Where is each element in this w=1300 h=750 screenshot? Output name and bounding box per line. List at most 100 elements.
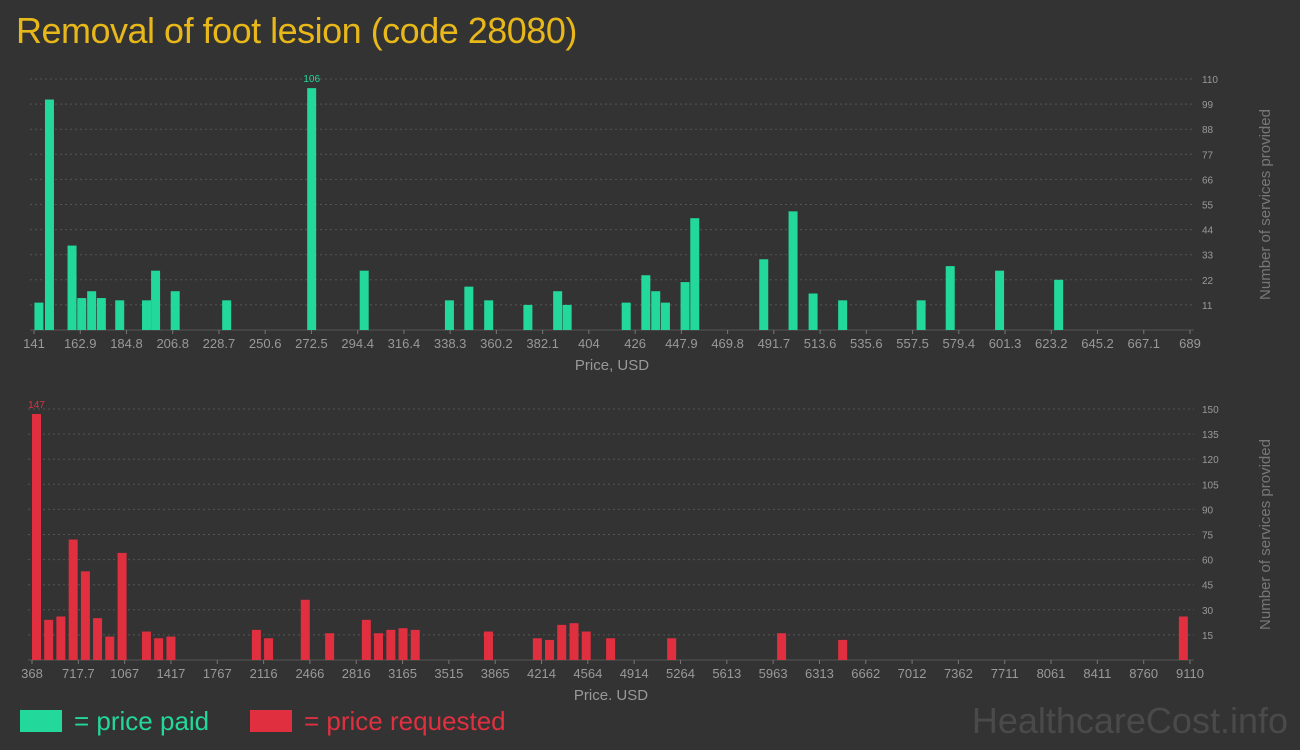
paid-x-tick-label: 228.7: [203, 336, 236, 351]
paid-bar: [77, 298, 87, 330]
requested-bar: [105, 636, 115, 660]
requested-x-tick-label: 5613: [712, 666, 741, 681]
paid-y-tick-label: 99: [1202, 100, 1214, 111]
paid-y-axis-label: Number of services provided: [1257, 109, 1274, 300]
paid-y-tick-label: 11: [1202, 301, 1213, 312]
paid-x-tick-label: 338.3: [434, 336, 467, 351]
page-title: Removal of foot lesion (code 28080): [16, 10, 577, 51]
requested-bar: [117, 552, 127, 660]
price-requested-chart: 15 30 45 60 75 90 105 120 135 150 368 717.7 1067 1417…: [21, 400, 1274, 700]
paid-bar: [680, 282, 690, 330]
requested-bar: [68, 539, 78, 660]
requested-x-tick-label: 6313: [805, 666, 834, 681]
legend-price-paid: = price paid: [20, 704, 209, 738]
paid-x-tick-label: 447.9: [665, 336, 698, 351]
paid-x-tick-label: 162.9: [64, 336, 97, 351]
paid-bar: [553, 291, 563, 330]
paid-x-tick-label: 404: [578, 336, 600, 351]
paid-bar: [96, 298, 106, 330]
paid-y-tick-label: 110: [1202, 75, 1218, 86]
paid-bar: [759, 259, 769, 330]
paid-bar: [67, 245, 77, 330]
paid-bar: [142, 300, 152, 330]
paid-x-tick-label: 469.8: [711, 336, 744, 351]
legend-swatch-requested: [250, 710, 292, 732]
paid-x-tick-label: 206.8: [156, 336, 189, 351]
paid-bar: [651, 291, 661, 330]
requested-bar: [166, 636, 176, 660]
paid-bar: [151, 270, 161, 330]
requested-x-tick-label: 1417: [156, 666, 185, 681]
requested-x-tick-label: 1767: [203, 666, 232, 681]
paid-y-tick-label: 77: [1202, 150, 1214, 161]
paid-bar: [170, 291, 180, 330]
paid-y-tick-label: 22: [1202, 276, 1214, 287]
requested-bar: [80, 571, 90, 660]
paid-y-tick-label: 55: [1202, 201, 1214, 212]
requested-bar: [1178, 616, 1188, 660]
paid-x-tick-label: 535.6: [850, 336, 883, 351]
legend-price-requested: = price requested: [250, 704, 506, 738]
paid-y-tick-label: 88: [1202, 125, 1214, 136]
requested-x-tick-label: 4914: [620, 666, 649, 681]
paid-x-tick-label: 141: [23, 336, 45, 351]
paid-bar: [444, 300, 454, 330]
paid-bar: [115, 300, 125, 330]
paid-x-tick-label: 579.4: [943, 336, 976, 351]
requested-x-tick-label: 4564: [573, 666, 602, 681]
requested-bar: [838, 639, 848, 660]
paid-bar: [34, 302, 44, 330]
paid-x-tick-label: 360.2: [480, 336, 513, 351]
paid-x-axis-label: Price, USD: [575, 357, 649, 374]
requested-bar: [264, 638, 274, 660]
requested-bar: [581, 631, 591, 660]
requested-y-tick-label: 60: [1202, 556, 1214, 567]
paid-x-tick-label: 382.1: [526, 336, 559, 351]
paid-x-tick-label: 272.5: [295, 336, 328, 351]
legend-swatch-paid: [20, 710, 62, 732]
paid-x-tick-label: 316.4: [388, 336, 421, 351]
paid-bar: [808, 293, 818, 330]
paid-x-tick-label: 667.1: [1127, 336, 1160, 351]
paid-x-tick-label: 513.6: [804, 336, 837, 351]
requested-peak-label: 147: [28, 400, 45, 411]
paid-bar: [660, 302, 670, 330]
paid-x-tick-label: 689: [1179, 336, 1201, 351]
requested-x-tick-label: 5264: [666, 666, 695, 681]
requested-x-tick-label: 7711: [991, 666, 1019, 681]
requested-y-tick-label: 135: [1202, 430, 1219, 441]
requested-bar: [532, 638, 542, 660]
paid-x-tick-label: 645.2: [1081, 336, 1114, 351]
paid-bar: [916, 300, 926, 330]
paid-x-tick-label: 623.2: [1035, 336, 1068, 351]
paid-bar: [562, 304, 572, 330]
paid-bar: [87, 291, 97, 330]
paid-bar: [838, 300, 848, 330]
paid-bar: [995, 270, 1005, 330]
requested-y-tick-label: 15: [1202, 631, 1214, 642]
requested-x-tick-label: 8061: [1037, 666, 1066, 681]
requested-bar: [141, 631, 151, 660]
requested-bar: [93, 618, 103, 660]
requested-x-tick-label: 3515: [434, 666, 463, 681]
paid-y-tick-label: 66: [1202, 175, 1214, 186]
requested-y-tick-label: 30: [1202, 606, 1214, 617]
requested-bar: [667, 638, 677, 660]
requested-bar: [777, 633, 787, 660]
paid-bar: [788, 211, 798, 330]
requested-bar: [557, 624, 567, 660]
paid-x-tick-label: 601.3: [989, 336, 1022, 351]
requested-y-tick-label: 90: [1202, 505, 1214, 516]
paid-bar: [641, 275, 651, 330]
requested-x-tick-label: 9110: [1176, 666, 1204, 681]
requested-bar: [32, 414, 41, 660]
requested-y-tick-label: 150: [1202, 405, 1219, 416]
paid-y-tick-label: 44: [1202, 226, 1214, 237]
paid-x-tick-label: 294.4: [341, 336, 374, 351]
requested-x-tick-label: 6662: [851, 666, 880, 681]
paid-x-tick-label: 557.5: [896, 336, 929, 351]
paid-x-tick-label: 250.6: [249, 336, 282, 351]
requested-y-tick-label: 75: [1202, 531, 1214, 542]
requested-bar: [44, 619, 54, 660]
